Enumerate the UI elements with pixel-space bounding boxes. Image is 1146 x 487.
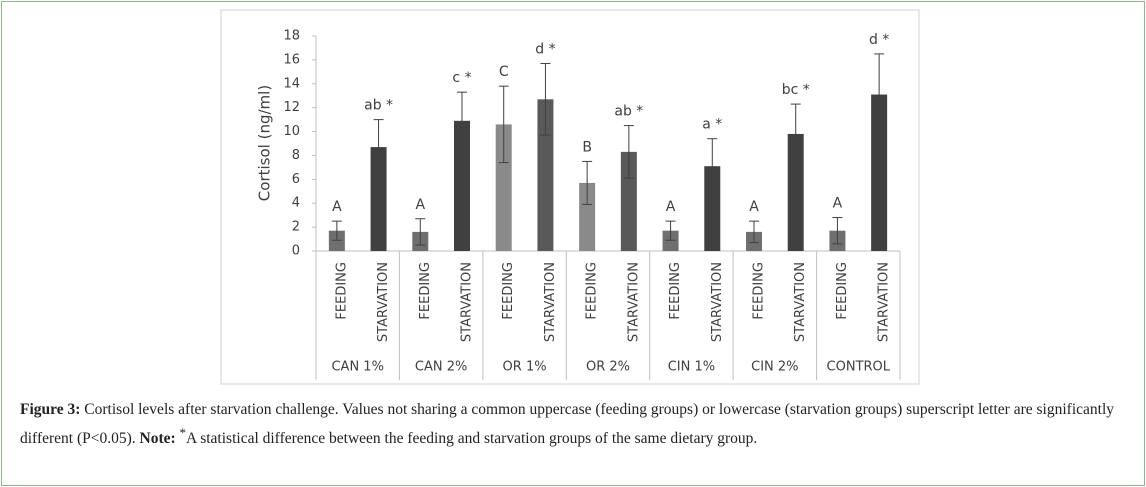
x-tick-label: FEEDING	[668, 262, 683, 320]
y-tick-label: 8	[292, 148, 300, 163]
significance-label: A	[833, 196, 843, 212]
significance-label: B	[582, 139, 592, 155]
y-tick-label: 12	[283, 100, 300, 115]
x-tick-label: STARVATION	[710, 262, 725, 342]
note-text: A statistical difference between the fee…	[186, 430, 758, 448]
x-tick-label: STARVATION	[877, 262, 892, 342]
significance-label: A	[415, 197, 425, 213]
bar	[704, 166, 721, 251]
group-label: CAN 1%	[331, 360, 383, 375]
significance-label: A	[666, 199, 676, 215]
significance-label: d *	[869, 32, 889, 48]
bar	[579, 182, 596, 251]
x-tick-label: STARVATION	[460, 262, 475, 342]
bar	[328, 230, 345, 251]
y-tick-label: 18	[283, 29, 300, 44]
group-label: CONTROL	[827, 360, 891, 375]
bar	[620, 151, 637, 251]
group-label: CIN 1%	[668, 360, 715, 375]
x-tick-label: FEEDING	[501, 262, 516, 320]
x-tick-label: FEEDING	[418, 262, 433, 320]
y-tick-label: 0	[292, 244, 300, 259]
y-tick-label: 2	[292, 220, 300, 235]
significance-label: ab *	[364, 98, 393, 114]
bar	[537, 99, 554, 251]
group-label: CAN 2%	[415, 360, 467, 375]
y-tick-label: 6	[292, 172, 300, 187]
x-tick-label: FEEDING	[835, 262, 850, 320]
bar	[787, 133, 804, 251]
caption-text: Cortisol levels after starvation challen…	[20, 401, 1114, 448]
group-label: OR 1%	[503, 360, 547, 375]
significance-label: c *	[452, 70, 471, 86]
group-label: OR 2%	[586, 360, 630, 375]
note-mark: *	[179, 425, 186, 440]
y-tick-label: 10	[283, 124, 300, 139]
significance-label: bc *	[782, 82, 810, 98]
significance-label: A	[749, 199, 759, 215]
bar	[871, 94, 888, 252]
y-tick-label: 4	[292, 196, 300, 211]
caption-label: Figure 3:	[20, 401, 81, 418]
y-tick-label: 16	[283, 52, 300, 67]
significance-label: ab *	[614, 104, 643, 120]
group-label: CIN 2%	[751, 360, 798, 375]
significance-label: A	[332, 199, 342, 215]
note-label: Note:	[139, 430, 176, 448]
y-tick-label: 14	[283, 76, 300, 91]
chart-border	[220, 9, 920, 385]
x-tick-label: STARVATION	[626, 262, 641, 342]
significance-label: C	[499, 64, 509, 80]
bar	[370, 147, 387, 251]
x-tick-label: STARVATION	[376, 262, 391, 342]
bar	[454, 120, 470, 251]
y-axis-label: Cortisol (ng/ml)	[256, 85, 274, 201]
significance-label: a *	[702, 117, 722, 133]
bar	[495, 124, 512, 251]
x-tick-label: FEEDING	[334, 262, 349, 320]
caption: Figure 3: Cortisol levels after starvati…	[20, 398, 1115, 450]
x-tick-label: FEEDING	[752, 262, 767, 320]
x-tick-label: FEEDING	[585, 262, 600, 320]
x-tick-label: STARVATION	[543, 262, 558, 342]
bar	[662, 230, 679, 251]
significance-label: d *	[535, 41, 555, 57]
x-tick-label: STARVATION	[793, 262, 808, 342]
